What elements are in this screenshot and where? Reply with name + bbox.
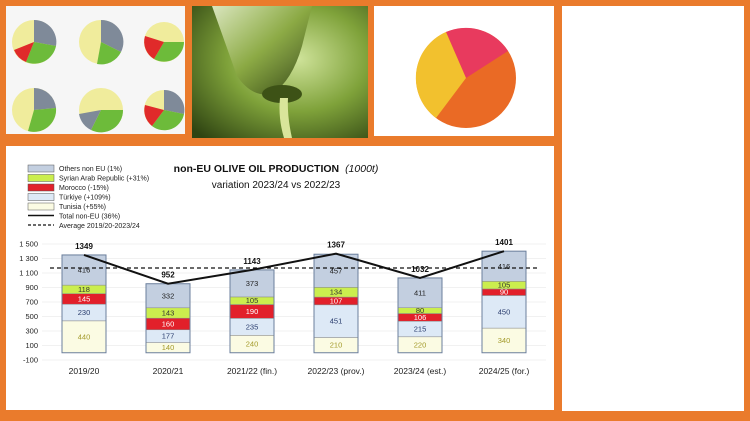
- total-label: 1401: [495, 238, 513, 247]
- thumbnail-olive-oil-photo: [192, 6, 368, 138]
- legend-swatch: [27, 202, 55, 211]
- bar-segment: [481, 295, 527, 329]
- x-axis-labels: 2019/20 2020/21 2021/22 (fin.) 2022/23 (pro…: [69, 366, 530, 376]
- legend-label: Morocco (-15%): [59, 185, 109, 192]
- legend-label: Total non-EU (36%): [59, 214, 120, 221]
- data-label: 160: [162, 319, 175, 328]
- data-label: 332: [162, 291, 175, 300]
- legend: Others non EU (1%) Syrian Arab Republic (…: [27, 164, 149, 230]
- y-tick-label: 100: [25, 341, 38, 350]
- data-label: 340: [498, 336, 511, 345]
- olive-oil-bottle-image: [192, 6, 368, 138]
- y-tick-label: 900: [25, 283, 38, 292]
- total-line: [83, 250, 505, 285]
- y-tick-label: 300: [25, 327, 38, 336]
- data-label: 90: [500, 288, 508, 297]
- data-label: 118: [78, 285, 90, 294]
- legend-label: Syrian Arab Republic (+31%): [59, 176, 149, 183]
- pie-grid-graphic: [12, 19, 185, 133]
- data-label: 230: [78, 308, 91, 317]
- chart-subtitle: variation 2023/24 vs 2022/23: [212, 180, 341, 191]
- data-label: 450: [498, 307, 511, 316]
- data-label: 145: [78, 294, 91, 303]
- data-label: 190: [246, 307, 259, 316]
- bar-segment: [313, 253, 359, 288]
- chart-svg: Others non EU (1%) Syrian Arab Republic (…: [19, 163, 546, 376]
- data-label: 80: [416, 306, 424, 315]
- bar-segment: [313, 304, 359, 338]
- legend-label: Tunisia (+55%): [59, 204, 106, 211]
- x-tick-label: 2023/24 (est.): [394, 366, 447, 376]
- data-label: 235: [246, 322, 259, 331]
- legend-swatch: [27, 193, 55, 201]
- legend-swatch: [27, 174, 55, 182]
- mini-pie: [79, 88, 124, 133]
- data-label: 134: [330, 288, 343, 297]
- blank-side-panel: [562, 6, 744, 411]
- big-pie-graphic: [415, 27, 516, 128]
- chart-title: non-EU OLIVE OIL PRODUCTION (1000t): [174, 163, 379, 175]
- bar-outline: [481, 250, 527, 354]
- y-axis: -100 100 300 500 700 900 1 100 1 300 1 500: [19, 240, 546, 365]
- total-label: 1032: [411, 265, 429, 274]
- y-tick-label: 500: [25, 312, 38, 321]
- data-label: 106: [414, 313, 427, 322]
- olive-oil-production-chart: Others non EU (1%) Syrian Arab Republic (…: [6, 146, 554, 410]
- data-label: 457: [330, 266, 343, 275]
- y-tick-label: 1 100: [19, 269, 38, 278]
- legend-label: Türkiye (+109%): [59, 195, 111, 202]
- legend-label: Average 2019/20-2023/24: [59, 223, 140, 230]
- data-label: 416: [78, 266, 91, 275]
- lines: 1349 952 1143 1367 1032 1401: [50, 238, 538, 285]
- mini-pie: [12, 19, 57, 64]
- total-label: 1349: [75, 242, 93, 251]
- data-label: 220: [414, 340, 427, 349]
- x-tick-label: 2020/21: [153, 366, 184, 376]
- data-label: 210: [330, 341, 343, 350]
- y-tick-label: 700: [25, 298, 38, 307]
- data-label: 140: [162, 343, 175, 352]
- x-tick-label: 2024/25 (for.): [479, 366, 530, 376]
- x-tick-label: 2021/22 (fin.): [227, 366, 277, 376]
- data-label: 373: [246, 279, 259, 288]
- x-tick-label: 2019/20: [69, 366, 100, 376]
- x-tick-label: 2022/23 (prov.): [307, 366, 364, 376]
- data-label: 240: [246, 340, 259, 349]
- total-label: 1143: [243, 257, 261, 266]
- y-tick-label: 1 300: [19, 254, 38, 263]
- data-label: 143: [162, 308, 175, 317]
- total-label: 1367: [327, 241, 345, 250]
- thumbnail-pie-grid: [6, 6, 185, 134]
- bar-segment: [229, 269, 275, 298]
- bar-segment: [145, 283, 191, 309]
- data-label: 451: [330, 317, 343, 326]
- data-label: 440: [78, 332, 91, 341]
- mini-pie: [144, 89, 185, 131]
- thumbnail-big-pie: [374, 6, 554, 136]
- data-label: 105: [498, 281, 511, 290]
- data-label: 215: [414, 325, 427, 334]
- data-label: 105: [246, 296, 259, 305]
- data-label: 107: [330, 296, 343, 305]
- legend-label: Others non EU (1%): [59, 166, 122, 173]
- total-label: 952: [161, 271, 175, 280]
- data-label: 416: [498, 262, 511, 271]
- mini-pie: [144, 22, 184, 62]
- mini-pie: [12, 87, 57, 132]
- y-tick-label: 1 500: [19, 240, 38, 249]
- chart-title-unit: (1000t): [345, 163, 378, 175]
- legend-swatch: [27, 183, 55, 192]
- legend-swatch: [27, 164, 55, 173]
- mini-pie: [79, 19, 124, 65]
- data-label: 411: [414, 288, 426, 297]
- y-tick-label: -100: [23, 356, 38, 365]
- data-label: 177: [162, 332, 175, 341]
